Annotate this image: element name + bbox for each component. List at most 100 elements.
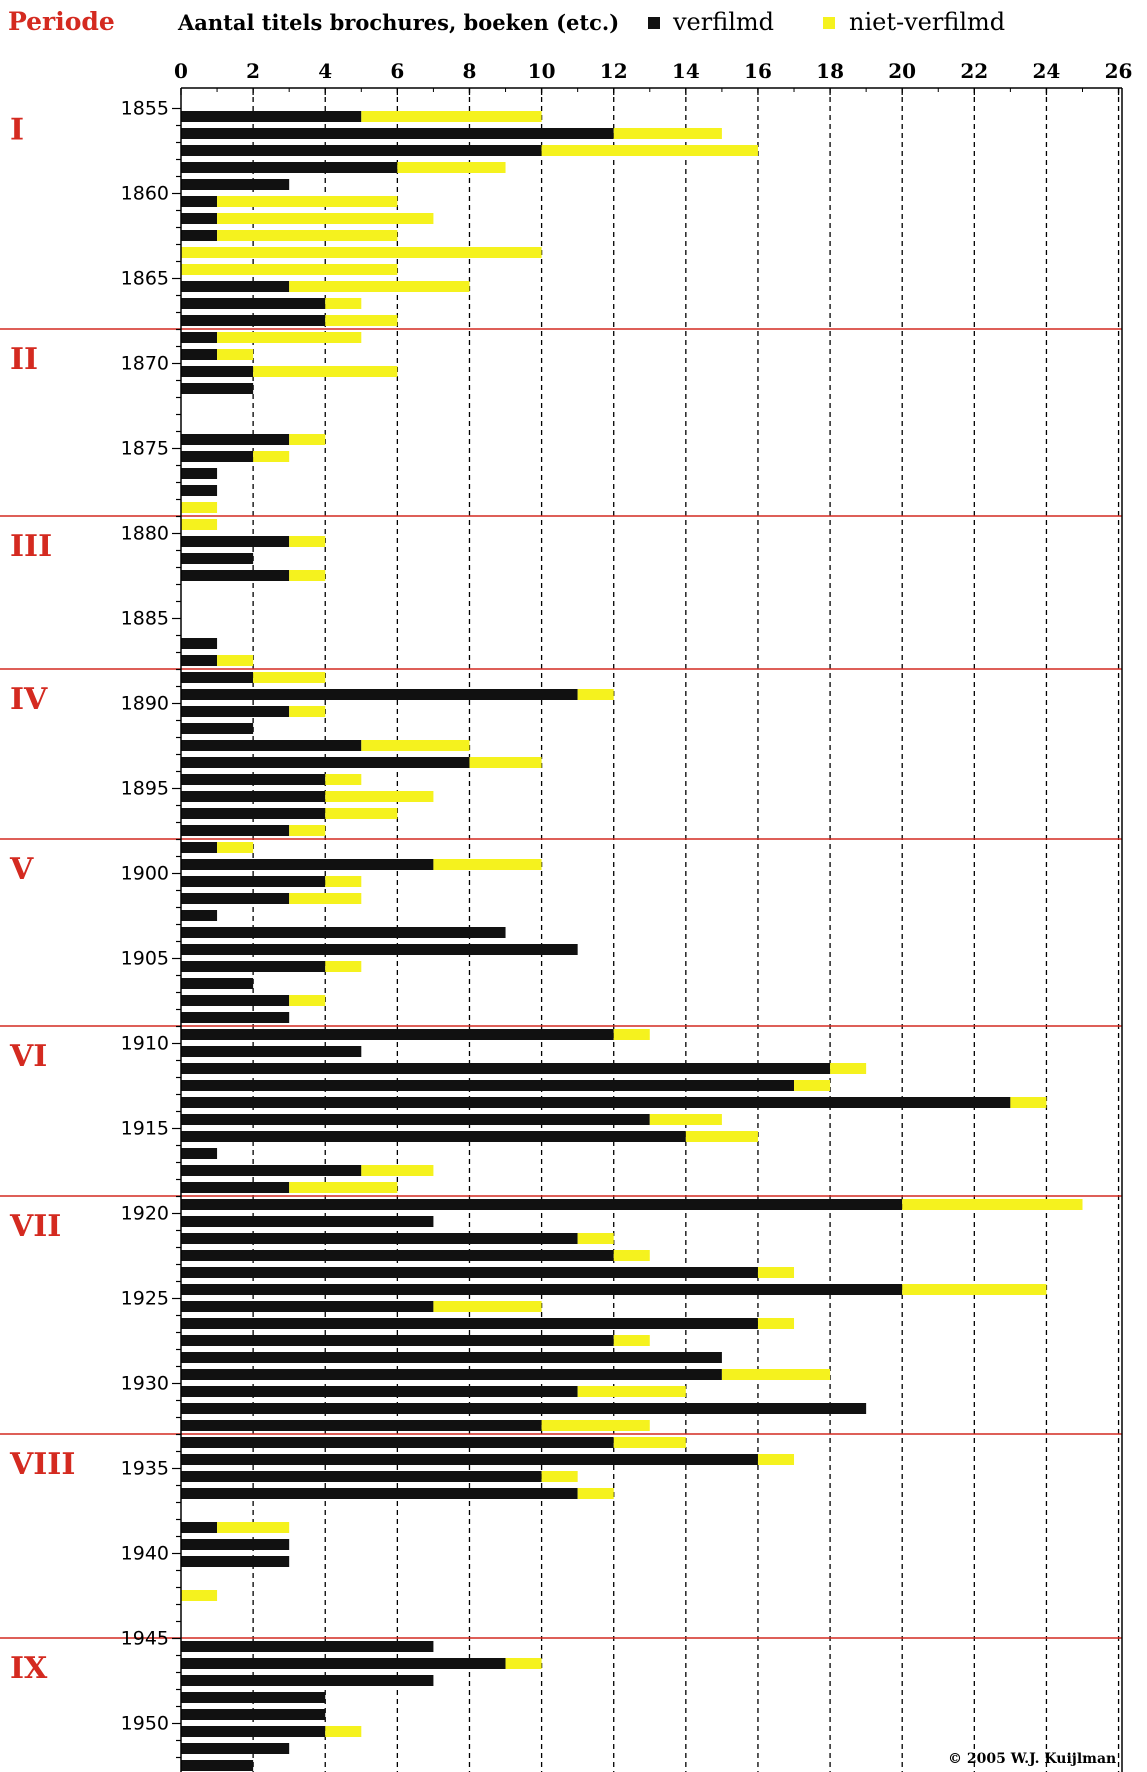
- legend-swatch-niet-verfilmd: [823, 17, 835, 29]
- bar-verfilmd-1915: [181, 1131, 686, 1142]
- x-tick-label: 22: [960, 59, 988, 83]
- bar-niet-verfilmd-1909: [613, 1029, 650, 1040]
- year-label-1855: 1855: [121, 98, 169, 120]
- bar-verfilmd-1914: [181, 1114, 650, 1125]
- bar-verfilmd-1859: [181, 179, 290, 190]
- bar-niet-verfilmd-1900: [325, 876, 362, 887]
- bar-verfilmd-1868: [181, 332, 218, 343]
- bar-niet-verfilmd-1870: [253, 366, 398, 377]
- bar-niet-verfilmd-1911: [830, 1063, 867, 1074]
- bar-verfilmd-1892: [181, 740, 362, 751]
- bar-niet-verfilmd-1858: [397, 162, 506, 173]
- bar-verfilmd-1896: [181, 808, 326, 819]
- bar-verfilmd-1939: [181, 1539, 290, 1550]
- bar-verfilmd-1905: [181, 961, 326, 972]
- bar-verfilmd-1862: [181, 230, 218, 241]
- bar-verfilmd-1951: [181, 1743, 290, 1754]
- x-tick-label: 24: [1033, 59, 1061, 83]
- bar-verfilmd-1857: [181, 145, 542, 156]
- bar-niet-verfilmd-1930: [577, 1386, 686, 1397]
- year-label-1905: 1905: [121, 948, 169, 970]
- bar-verfilmd-1877: [181, 485, 218, 496]
- bar-niet-verfilmd-1918: [289, 1182, 398, 1193]
- year-label-1945: 1945: [121, 1628, 169, 1650]
- bar-niet-verfilmd-1929: [721, 1369, 831, 1380]
- bar-verfilmd-1931: [181, 1403, 867, 1414]
- bar-niet-verfilmd-1919: [902, 1199, 1083, 1210]
- bar-verfilmd-1893: [181, 757, 470, 768]
- bar-niet-verfilmd-1887: [217, 655, 254, 666]
- x-tick-label: 4: [318, 59, 332, 83]
- bar-niet-verfilmd-1924: [902, 1284, 1047, 1295]
- year-label-1895: 1895: [121, 778, 169, 800]
- year-label-1900: 1900: [121, 863, 169, 885]
- year-label-1880: 1880: [121, 523, 169, 545]
- bar-niet-verfilmd-1869: [217, 349, 254, 360]
- bar-niet-verfilmd-1889: [577, 689, 614, 700]
- bar-verfilmd-1900: [181, 876, 326, 887]
- bar-verfilmd-1947: [181, 1675, 434, 1686]
- bar-verfilmd-1919: [181, 1199, 903, 1210]
- bar-niet-verfilmd-1901: [289, 893, 362, 904]
- axis-title: Aantal titels brochures, boeken (etc.): [177, 10, 619, 35]
- bar-niet-verfilmd-1860: [217, 196, 398, 207]
- bar-niet-verfilmd-1863: [181, 247, 542, 258]
- bar-niet-verfilmd-1907: [289, 995, 326, 1006]
- bar-niet-verfilmd-1932: [541, 1420, 650, 1431]
- bar-niet-verfilmd-1897: [289, 825, 326, 836]
- bar-niet-verfilmd-1874: [289, 434, 326, 445]
- bar-niet-verfilmd-1868: [217, 332, 362, 343]
- period-label-i: I: [10, 113, 24, 148]
- bar-niet-verfilmd-1927: [613, 1335, 650, 1346]
- bar-niet-verfilmd-1936: [577, 1488, 614, 1499]
- year-label-1920: 1920: [121, 1203, 169, 1225]
- bar-niet-verfilmd-1856: [613, 128, 722, 139]
- bar-verfilmd-1891: [181, 723, 254, 734]
- bar-niet-verfilmd-1934: [757, 1454, 795, 1465]
- bar-niet-verfilmd-1950: [325, 1726, 362, 1737]
- x-tick-label: 6: [390, 59, 404, 83]
- bar-niet-verfilmd-1875: [253, 451, 290, 462]
- bar-verfilmd-1925: [181, 1301, 434, 1312]
- bar-verfilmd-1922: [181, 1250, 614, 1261]
- bar-niet-verfilmd-1912: [794, 1080, 831, 1091]
- bar-niet-verfilmd-1893: [469, 757, 542, 768]
- period-label-ii: II: [10, 342, 38, 377]
- bar-niet-verfilmd-1879: [181, 519, 218, 530]
- bar-verfilmd-1933: [181, 1437, 614, 1448]
- bars: [181, 111, 1083, 1771]
- bar-verfilmd-1920: [181, 1216, 434, 1227]
- bar-niet-verfilmd-1896: [325, 808, 398, 819]
- bar-niet-verfilmd-1888: [253, 672, 326, 683]
- period-label-vii: VII: [9, 1209, 61, 1244]
- bar-niet-verfilmd-1938: [217, 1522, 290, 1533]
- bar-niet-verfilmd-1862: [217, 230, 398, 241]
- bar-verfilmd-1924: [181, 1284, 903, 1295]
- bar-verfilmd-1940: [181, 1556, 290, 1567]
- bar-niet-verfilmd-1921: [577, 1233, 614, 1244]
- year-label-1930: 1930: [121, 1373, 169, 1395]
- bar-verfilmd-1929: [181, 1369, 722, 1380]
- legend-label-verfilmd: verfilmd: [672, 8, 774, 36]
- period-label-iv: IV: [10, 682, 48, 717]
- bar-niet-verfilmd-1864: [181, 264, 398, 275]
- x-tick-label: 20: [888, 59, 916, 83]
- bar-verfilmd-1886: [181, 638, 218, 649]
- bar-verfilmd-1858: [181, 162, 398, 173]
- bar-verfilmd-1906: [181, 978, 254, 989]
- bar-verfilmd-1913: [181, 1097, 1011, 1108]
- bar-niet-verfilmd-1946: [505, 1658, 542, 1669]
- bar-verfilmd-1949: [181, 1709, 326, 1720]
- legend-label-niet-verfilmd: niet-verfilmd: [849, 8, 1005, 36]
- bar-verfilmd-1861: [181, 213, 218, 224]
- year-label-1860: 1860: [121, 183, 169, 205]
- bar-verfilmd-1871: [181, 383, 254, 394]
- year-label-1910: 1910: [121, 1033, 169, 1055]
- bar-niet-verfilmd-1890: [289, 706, 326, 717]
- bar-verfilmd-1856: [181, 128, 614, 139]
- bar-verfilmd-1921: [181, 1233, 578, 1244]
- year-label-1935: 1935: [121, 1458, 169, 1480]
- bar-verfilmd-1932: [181, 1420, 542, 1431]
- bar-verfilmd-1911: [181, 1063, 831, 1074]
- year-label-1915: 1915: [121, 1118, 169, 1140]
